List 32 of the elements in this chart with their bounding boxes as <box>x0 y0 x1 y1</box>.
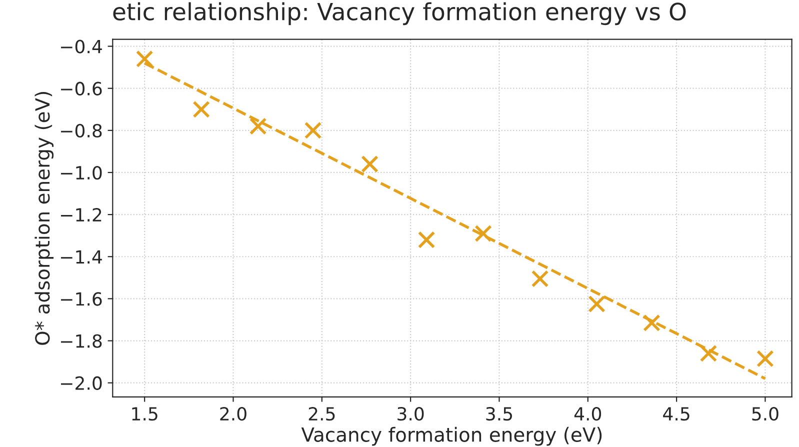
point <box>700 344 718 362</box>
x-tick-label: 3.0 <box>398 406 424 421</box>
y-tick-label: −1.0 <box>61 166 102 180</box>
y-tick-label: −2.0 <box>61 376 102 390</box>
point <box>418 231 436 248</box>
x-tick-label: 4.0 <box>574 406 602 421</box>
point <box>588 295 606 313</box>
point <box>192 100 210 118</box>
point <box>474 224 492 242</box>
y-axis-title: O* adsorption energy (eV) <box>34 92 54 345</box>
y-tick-label: −1.6 <box>61 292 102 306</box>
x-tick-label: 2.0 <box>220 406 246 421</box>
chart-title: etic relationship: Vacancy formation energy vs O <box>113 2 686 26</box>
point <box>756 350 774 368</box>
x-tick-label: 2.5 <box>308 406 335 421</box>
point <box>249 118 267 135</box>
y-tick-label: −0.4 <box>61 40 102 54</box>
point <box>136 50 154 68</box>
x-tick-label: 5.0 <box>752 406 778 421</box>
y-tick-label: −1.8 <box>61 334 102 348</box>
y-tick-label: −1.2 <box>61 208 102 222</box>
x-tick-label: 4.5 <box>663 407 690 421</box>
y-tick-label: −1.4 <box>61 250 102 264</box>
point <box>643 314 660 332</box>
y-tick-label: −0.8 <box>61 124 102 138</box>
x-tick-label: 3.5 <box>486 406 512 421</box>
point <box>531 270 549 288</box>
point <box>361 155 378 173</box>
y-tick-label: −0.6 <box>61 82 102 96</box>
x-axis-title: Vacancy formation energy (eV) <box>301 426 602 446</box>
x-tick-label: 1.5 <box>132 407 158 421</box>
point <box>304 122 322 140</box>
